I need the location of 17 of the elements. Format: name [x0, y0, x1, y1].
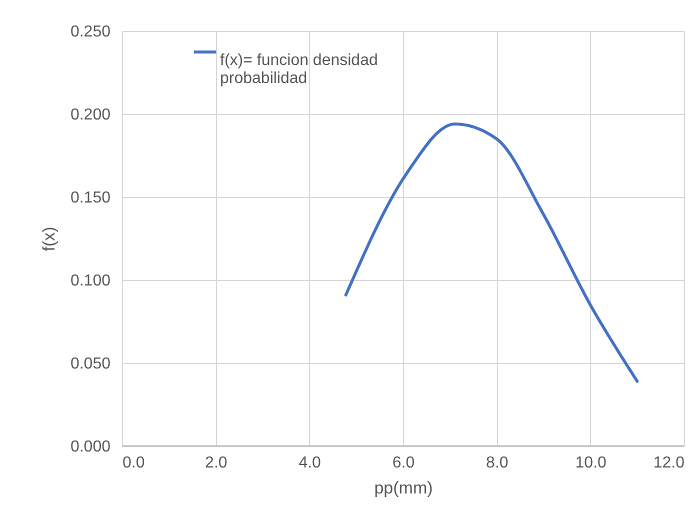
y-tick-label: 0.100 [70, 272, 111, 290]
y-axis-title: f(x) [39, 226, 58, 252]
y-tick-label: 0.250 [70, 24, 111, 40]
x-tick-label: 12.0 [653, 454, 685, 472]
x-axis-title: pp(mm) [374, 478, 433, 498]
x-tick-label: 10.0 [575, 454, 607, 472]
x-tick-label: 2.0 [205, 454, 228, 472]
y-tick-label: 0.200 [70, 106, 111, 124]
legend-label: f(x)= funcion densidad probabilidad [220, 52, 378, 87]
y-tick-label: 0.000 [70, 438, 111, 456]
x-tick-label: 0.0 [122, 454, 145, 472]
x-tick-label: 4.0 [298, 454, 322, 472]
x-tick-label: 8.0 [486, 454, 508, 472]
y-tick-label: 0.050 [70, 356, 111, 372]
y-tick-label: 0.150 [70, 190, 111, 206]
line-series [344, 122, 639, 383]
x-tick-label: 6.0 [392, 454, 415, 472]
